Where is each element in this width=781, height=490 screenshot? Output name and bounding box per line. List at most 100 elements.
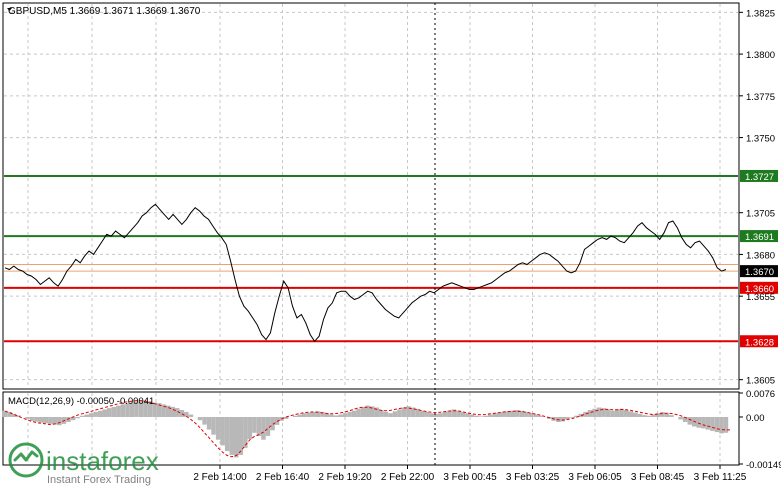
macd-histogram-bar — [438, 413, 443, 417]
macd-histogram-bar — [619, 408, 624, 417]
macd-histogram-bar — [206, 417, 212, 430]
macd-histogram-bar — [170, 406, 175, 417]
macd-histogram-bar — [166, 405, 171, 417]
y-tick-label: 1.3775 — [746, 92, 775, 103]
macd-histogram-bar — [397, 409, 402, 417]
macd-histogram-bar — [333, 415, 339, 417]
macd-histogram-bar — [587, 410, 593, 417]
level-price-tag — [740, 281, 778, 294]
macd-y-tick-label: -0.00149 — [746, 460, 781, 471]
price-line — [4, 203, 727, 343]
macd-histogram-bar — [220, 417, 225, 446]
macd-histogram-bar — [98, 410, 103, 417]
x-tick-label: 3 Feb 00:45 — [443, 472, 497, 483]
macd-histogram-bar — [256, 417, 262, 436]
y-tick-label: 1.3825 — [746, 8, 775, 19]
level-price-tag — [740, 335, 778, 348]
macd-histogram-bar — [320, 411, 325, 417]
current-price-label: 1.3670 — [745, 267, 774, 278]
instaforex-watermark: instaforex Instant Forex Trading — [6, 440, 236, 486]
macd-label: MACD(12,26,9) -0.00050 -0.00041 — [8, 396, 154, 407]
macd-histogram-bar — [664, 413, 670, 417]
macd-histogram-bar — [261, 417, 266, 440]
level-price-label: 1.3691 — [745, 232, 774, 243]
chevron-down-icon[interactable] — [7, 8, 12, 11]
x-tick-label: 2 Feb 14:00 — [193, 472, 247, 483]
y-tick-label: 1.3680 — [746, 250, 775, 261]
macd-histogram-bar — [596, 407, 602, 417]
macd-histogram-bar — [528, 413, 534, 417]
macd-histogram-bar — [642, 415, 647, 417]
macd-histogram-bar — [120, 404, 126, 417]
macd-histogram-bar — [610, 410, 615, 417]
macd-histogram-bar — [456, 410, 461, 417]
price-series — [4, 203, 727, 343]
macd-histogram-bar — [347, 411, 352, 417]
y-tick-label: 1.3750 — [746, 134, 775, 145]
macd-histogram-bar — [188, 414, 194, 417]
macd-histogram-bar — [628, 411, 633, 417]
macd-histogram-bar — [478, 416, 484, 417]
x-tick-label: 2 Feb 22:00 — [381, 472, 435, 483]
macd-histogram-bar — [705, 417, 711, 430]
logo-mark-icon — [8, 442, 44, 478]
macd-histogram-bar — [614, 409, 620, 417]
price-pane-frame — [2, 2, 740, 390]
macd-histogram-bar — [75, 417, 80, 419]
macd-histogram-bar — [583, 411, 588, 417]
logo-tagline: Instant Forex Trading — [47, 474, 151, 486]
macd-histogram-bar — [574, 415, 579, 417]
x-tick-label: 2 Feb 16:40 — [256, 472, 310, 483]
macd-histogram-bar — [147, 401, 153, 417]
macd-histogram-bar — [506, 411, 511, 417]
macd-histogram-bar — [365, 405, 370, 417]
macd-histogram-bar — [211, 417, 216, 435]
macd-histogram-bar — [374, 407, 380, 417]
macd-histogram-bar — [329, 414, 334, 417]
macd-histogram-bar — [129, 402, 135, 417]
macd-histogram-bar — [678, 417, 683, 420]
macd-histogram-bar — [406, 406, 411, 417]
macd-histogram-bar — [93, 411, 98, 417]
macd-histogram-bar — [179, 410, 185, 417]
level-price-label: 1.3660 — [745, 284, 774, 295]
macd-histogram-bar — [651, 414, 656, 417]
macd-histogram-bar — [719, 417, 724, 434]
macd-histogram-bar — [565, 417, 570, 420]
macd-histogram-bar — [524, 411, 529, 417]
macd-histogram-bar — [655, 413, 661, 417]
x-tick-label: 2 Feb 19:20 — [318, 472, 372, 483]
macd-y-tick-label: 0.00 — [746, 413, 765, 424]
macd-histogram-bar — [234, 417, 239, 458]
macd-histogram-bar — [43, 417, 48, 424]
x-tick-label: 3 Feb 08:45 — [631, 472, 685, 483]
macd-histogram-bar — [401, 407, 407, 417]
macd-histogram-bar — [229, 417, 234, 455]
macd-y-tick-label: 0.0076 — [746, 389, 775, 400]
macd-histogram-bar — [424, 411, 429, 417]
macd-histogram-bar — [311, 411, 316, 417]
level-price-label: 1.3727 — [745, 172, 774, 183]
macd-histogram-bar — [66, 417, 71, 422]
macd-histogram-bar — [723, 417, 729, 433]
macd-histogram-bar — [184, 411, 189, 417]
macd-histogram-bar — [84, 414, 89, 417]
macd-histogram-bar — [510, 410, 516, 417]
macd-histogram-bar — [111, 406, 117, 417]
macd-histogram-bar — [646, 415, 652, 417]
macd-histogram-bar — [447, 410, 452, 417]
macd-histogram-bar — [116, 405, 121, 417]
macd-histogram-bar — [451, 409, 457, 417]
macd-histogram-bar — [70, 417, 76, 421]
macd-histogram-bar — [497, 412, 502, 417]
macd-histogram-bar — [197, 417, 203, 421]
macd-histogram-bar — [569, 417, 575, 418]
macd-histogram-bar — [687, 417, 692, 425]
macd-histogram-bar — [252, 417, 257, 433]
macd-histogram-bar — [25, 417, 30, 419]
macd-histogram-bar — [392, 411, 398, 417]
current-price-tag — [740, 265, 778, 278]
macd-histogram-bar — [152, 402, 157, 417]
macd-histogram-bar — [57, 417, 62, 426]
